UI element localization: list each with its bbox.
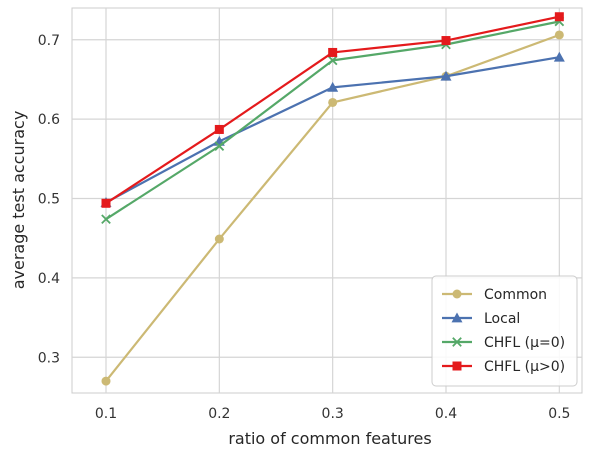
legend-box [431, 275, 578, 387]
x-tick-label: 0.3 [322, 406, 344, 422]
legend-marker [452, 337, 462, 347]
legend-label: CHFL (μ>0) [484, 359, 565, 375]
legend-label: CHFL (μ=0) [484, 335, 565, 351]
legend-item: Local [442, 311, 520, 327]
x-tick-label: 0.4 [435, 406, 457, 422]
data-point [553, 51, 565, 62]
legend-marker [452, 361, 462, 371]
y-tick-label: 0.7 [38, 33, 60, 49]
legend-marker [452, 289, 462, 299]
series-4 [101, 12, 564, 208]
legend-item: CHFL (μ=0) [442, 335, 565, 351]
y-axis-label: average test accuracy [9, 111, 28, 290]
x-tick-label: 0.1 [95, 406, 117, 422]
data-point [554, 12, 564, 22]
series-group [100, 12, 565, 386]
legend-label: Common [484, 287, 547, 303]
data-point [328, 47, 338, 57]
legend-item: Common [442, 287, 547, 303]
legend-marker [451, 312, 463, 323]
data-point [101, 214, 111, 224]
data-point [101, 376, 111, 386]
data-point [441, 36, 451, 46]
data-point [328, 97, 338, 107]
legend-item: CHFL (μ>0) [442, 359, 565, 375]
x-tick-label: 0.2 [208, 406, 230, 422]
data-point [327, 81, 339, 92]
y-tick-label: 0.3 [38, 350, 60, 366]
data-point [214, 141, 225, 151]
legend-label: Local [484, 311, 520, 327]
tick-labels: 0.1 0.2 0.3 0.4 0.5 0.3 0.4 0.5 0.6 0.7 [38, 33, 571, 422]
legend: Common Local CHFL (μ=0) CHFL (μ>0) [431, 275, 578, 387]
y-tick-label: 0.4 [38, 271, 60, 287]
data-point [214, 234, 224, 244]
data-point [440, 70, 452, 81]
y-tick-label: 0.6 [38, 112, 60, 128]
y-tick-label: 0.5 [38, 192, 60, 208]
data-point [327, 55, 338, 66]
data-point [554, 30, 564, 40]
data-point [101, 198, 111, 208]
data-point [214, 124, 224, 134]
x-tick-label: 0.5 [548, 406, 570, 422]
x-axis-label: ratio of common features [228, 429, 431, 448]
